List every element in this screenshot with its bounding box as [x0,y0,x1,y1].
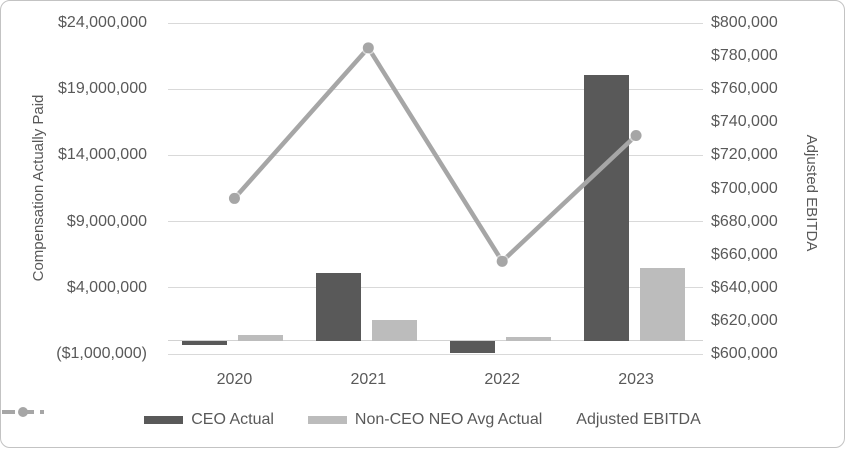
legend-label: Non-CEO NEO Avg Actual [354,411,543,428]
legend-item-non-ceo-neo: Non-CEO NEO Avg Actual [307,411,543,429]
line-path [232,45,638,264]
left-axis-tick-label: $9,000,000 [66,212,147,230]
legend-label: Adjusted EBITDA [576,411,701,428]
left-axis-tick-label: $24,000,000 [58,14,147,31]
bar-neo-2023 [639,267,685,341]
data-marker-2020 [228,192,240,204]
category-axis-line [167,340,703,342]
left-axis-tick-label: $19,000,000 [58,80,147,98]
data-marker-2021 [362,42,374,54]
right-axis-tick-label: $720,000 [711,146,778,164]
bar-ceo-2022 [450,340,496,354]
right-axis-tick-label: $700,000 [711,179,778,197]
bar-neo-2022 [505,337,551,341]
left-axis-tick-label: $4,000,000 [66,278,147,296]
right-axis-tick-label: $640,000 [711,278,778,296]
x-axis-label-2020: 2020 [216,371,253,388]
gridline [167,221,703,223]
data-marker-2022 [496,255,508,267]
gridline [167,353,703,355]
bar-neo-2021 [371,320,417,341]
legend-item-adjusted-ebitda: Adjusted EBITDA [2,407,701,429]
right-axis-tick-label: $600,000 [711,345,778,362]
left-axis-tick-label: ($1,000,000) [56,345,147,362]
non-ceo-neo-swatch [307,416,347,424]
right-axis-tick-label: $800,000 [711,14,778,31]
legend-label: CEO Actual [191,411,274,428]
line-marker-swatch [2,407,44,417]
x-axis-label-2021: 2021 [350,371,387,388]
right-axis-tick-label: $740,000 [711,113,778,131]
right-axis-tick-label: $620,000 [711,311,778,329]
bar-ceo-2021 [316,273,362,341]
right-axis-tick-label: $660,000 [711,245,778,263]
bar-ceo-2023 [584,74,630,341]
x-axis-label-2023: 2023 [618,371,654,388]
ceo-actual-swatch [144,416,184,424]
right-axis-tick-label: $680,000 [711,212,778,230]
legend-item-ceo-actual: CEO Actual [144,411,274,429]
gridline [167,88,703,90]
gridline [167,287,703,289]
legend: CEO Actual Non-CEO NEO Avg Actual Adjust… [1,406,844,434]
right-axis-tick-label: $760,000 [711,80,778,98]
bar-neo-2020 [237,335,283,341]
data-marker-2023 [630,130,642,142]
gridline [167,22,703,24]
left-axis-tick-label: $14,000,000 [58,146,147,164]
right-axis-tick-label: $780,000 [711,47,778,65]
bar-ceo-2020 [182,340,228,346]
x-axis-label-2022: 2022 [484,371,520,388]
